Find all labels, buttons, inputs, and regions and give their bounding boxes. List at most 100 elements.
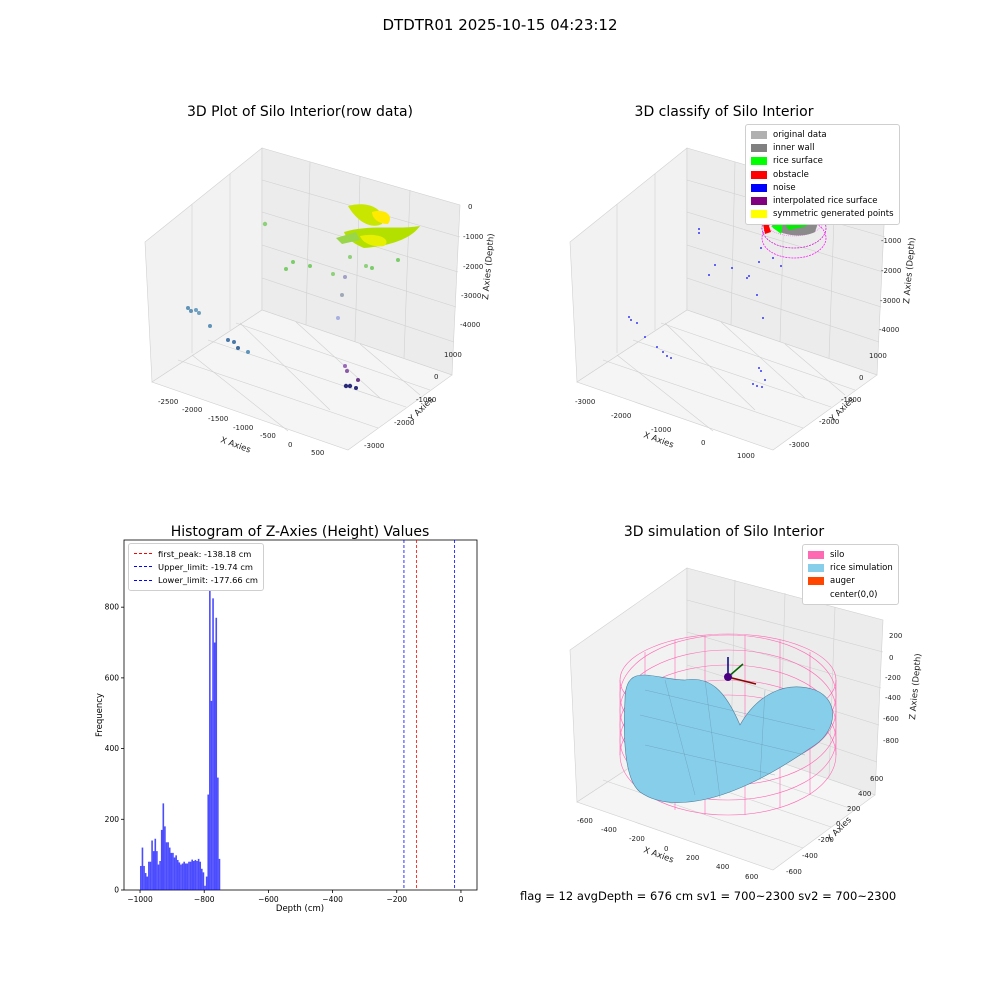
y-tick-label: 0: [114, 886, 119, 895]
classify-y-tick: -3000: [789, 441, 809, 449]
x-tick-label: −1000: [127, 895, 153, 904]
raw-x-tick: -500: [260, 432, 276, 440]
classify-z-tick: -1000: [881, 237, 901, 245]
legend-entry: Upper_limit: -19.74 cm: [134, 560, 258, 573]
histogram-bar: [175, 855, 177, 890]
histogram-bar: [154, 838, 157, 890]
histogram-bar: [181, 863, 184, 890]
legend-label: original data: [773, 129, 827, 140]
legend-swatch: [751, 210, 767, 219]
histogram-bar: [178, 862, 181, 890]
histogram-bar: [197, 858, 200, 890]
simulation-y-tick: -400: [802, 852, 818, 860]
histogram-bar: [168, 847, 171, 890]
x-tick-label: −400: [322, 895, 343, 904]
legend-label: rice surface: [773, 156, 823, 167]
histogram-bar: [146, 876, 149, 890]
legend-entry: auger: [808, 575, 893, 588]
histogram-bar: [156, 851, 158, 890]
x-tick-label: 0: [459, 895, 464, 904]
raw-z-tick: -2000: [463, 263, 483, 271]
y-tick-label: 400: [105, 744, 120, 753]
raw-z-tick: 0: [468, 203, 472, 211]
raw-y-tick: -1000: [416, 396, 436, 404]
histogram-legend: first_peak: -138.18 cm Upper_limit: -19.…: [128, 543, 264, 591]
histogram-bar: [152, 851, 155, 890]
legend-label: silo: [830, 549, 845, 560]
histogram-bar: [149, 861, 152, 890]
classify-y-tick: -1000: [841, 396, 861, 404]
histogram-bar: [215, 617, 218, 890]
legend-entry: center(0,0): [808, 588, 893, 601]
legend-swatch: [751, 143, 767, 152]
histogram-frame: [123, 539, 478, 891]
histogram-bar: [148, 861, 150, 890]
histogram-bar: [210, 700, 213, 890]
simulation-x-tick: -600: [577, 817, 593, 825]
histogram-bar: [160, 829, 163, 890]
legend-swatch: [751, 157, 767, 166]
histogram-bar: [194, 859, 197, 890]
classify-y-tick: -2000: [819, 418, 839, 426]
histogram-bar: [191, 859, 193, 890]
raw-plot-title: 3D Plot of Silo Interior(row data): [186, 104, 414, 120]
histogram-bar: [162, 803, 165, 890]
legend-swatch: [808, 550, 824, 559]
histogram-bar: [167, 842, 169, 890]
simulation-x-tick: 400: [716, 863, 729, 871]
histogram-title: Histogram of Z-Axies (Height) Values: [170, 524, 430, 540]
raw-panes: [144, 147, 461, 451]
histogram-bar: [186, 863, 189, 890]
legend-entry: inner wall: [751, 141, 894, 154]
legend-entry: obstacle: [751, 168, 894, 181]
x-tick-label: −800: [194, 895, 215, 904]
histogram-bar: [157, 864, 160, 890]
histogram-x-ticks: −1000 −800 −600 −400 −200 0: [127, 890, 464, 904]
simulation-z-tick: 200: [889, 632, 902, 640]
classify-x-tick: -2000: [611, 412, 631, 420]
histogram-bar: [180, 864, 182, 890]
simulation-z-tick: 0: [889, 654, 893, 662]
histogram-bar: [209, 555, 211, 890]
figure-title: DTDTR01 2025-10-15 04:23:12: [382, 16, 618, 34]
legend-line-swatch: [134, 553, 152, 555]
simulation-y-tick: 400: [858, 790, 871, 798]
histogram-reference-lines: [403, 540, 456, 890]
raw-x-tick: 500: [311, 449, 324, 457]
histogram-bar: [164, 826, 166, 890]
auger-axes: [724, 657, 757, 685]
legend-swatch: [808, 591, 824, 599]
simulation-3d-plot: -600 -400 -200 0 200 400 600 600 400 200…: [569, 567, 924, 880]
legend-entry: silo: [808, 548, 893, 561]
classify-x-tick: -3000: [575, 398, 595, 406]
histogram-bar: [217, 777, 219, 890]
classify-x-tick: -1000: [651, 426, 671, 434]
histogram-y-ticks: 0 200 400 600 800: [105, 603, 124, 895]
histogram-bar: [204, 885, 206, 890]
legend-label: rice simulation: [830, 562, 893, 573]
simulation-plot-title: 3D simulation of Silo Interior: [623, 524, 825, 540]
rice-surface: [624, 674, 833, 803]
histogram-bar: [172, 852, 174, 890]
raw-y-tick: 0: [434, 373, 438, 381]
histogram-bar: [201, 868, 203, 890]
x-tick-label: −600: [258, 895, 279, 904]
histogram-bar: [176, 859, 179, 890]
raw-z-tick: -3000: [461, 292, 481, 300]
legend-swatch: [808, 563, 824, 572]
y-tick-label: 600: [105, 673, 120, 682]
histogram-bar: [183, 861, 185, 890]
y-tick-label: 800: [105, 603, 120, 612]
simulation-z-label: Z Axies (Depth): [908, 653, 924, 720]
legend-swatch: [751, 183, 767, 192]
classify-x-tick: 0: [701, 439, 705, 447]
legend-entry: rice simulation: [808, 561, 893, 574]
histogram-bar: [205, 876, 208, 890]
simulation-x-tick: -400: [601, 826, 617, 834]
simulation-y-tick: 200: [847, 805, 860, 813]
legend-entry: Lower_limit: -177.66 cm: [134, 574, 258, 587]
legend-label: noise: [773, 182, 796, 193]
simulation-x-tick: 200: [686, 854, 699, 862]
status-footer: flag = 12 avgDepth = 676 cm sv1 = 700~23…: [520, 889, 897, 903]
